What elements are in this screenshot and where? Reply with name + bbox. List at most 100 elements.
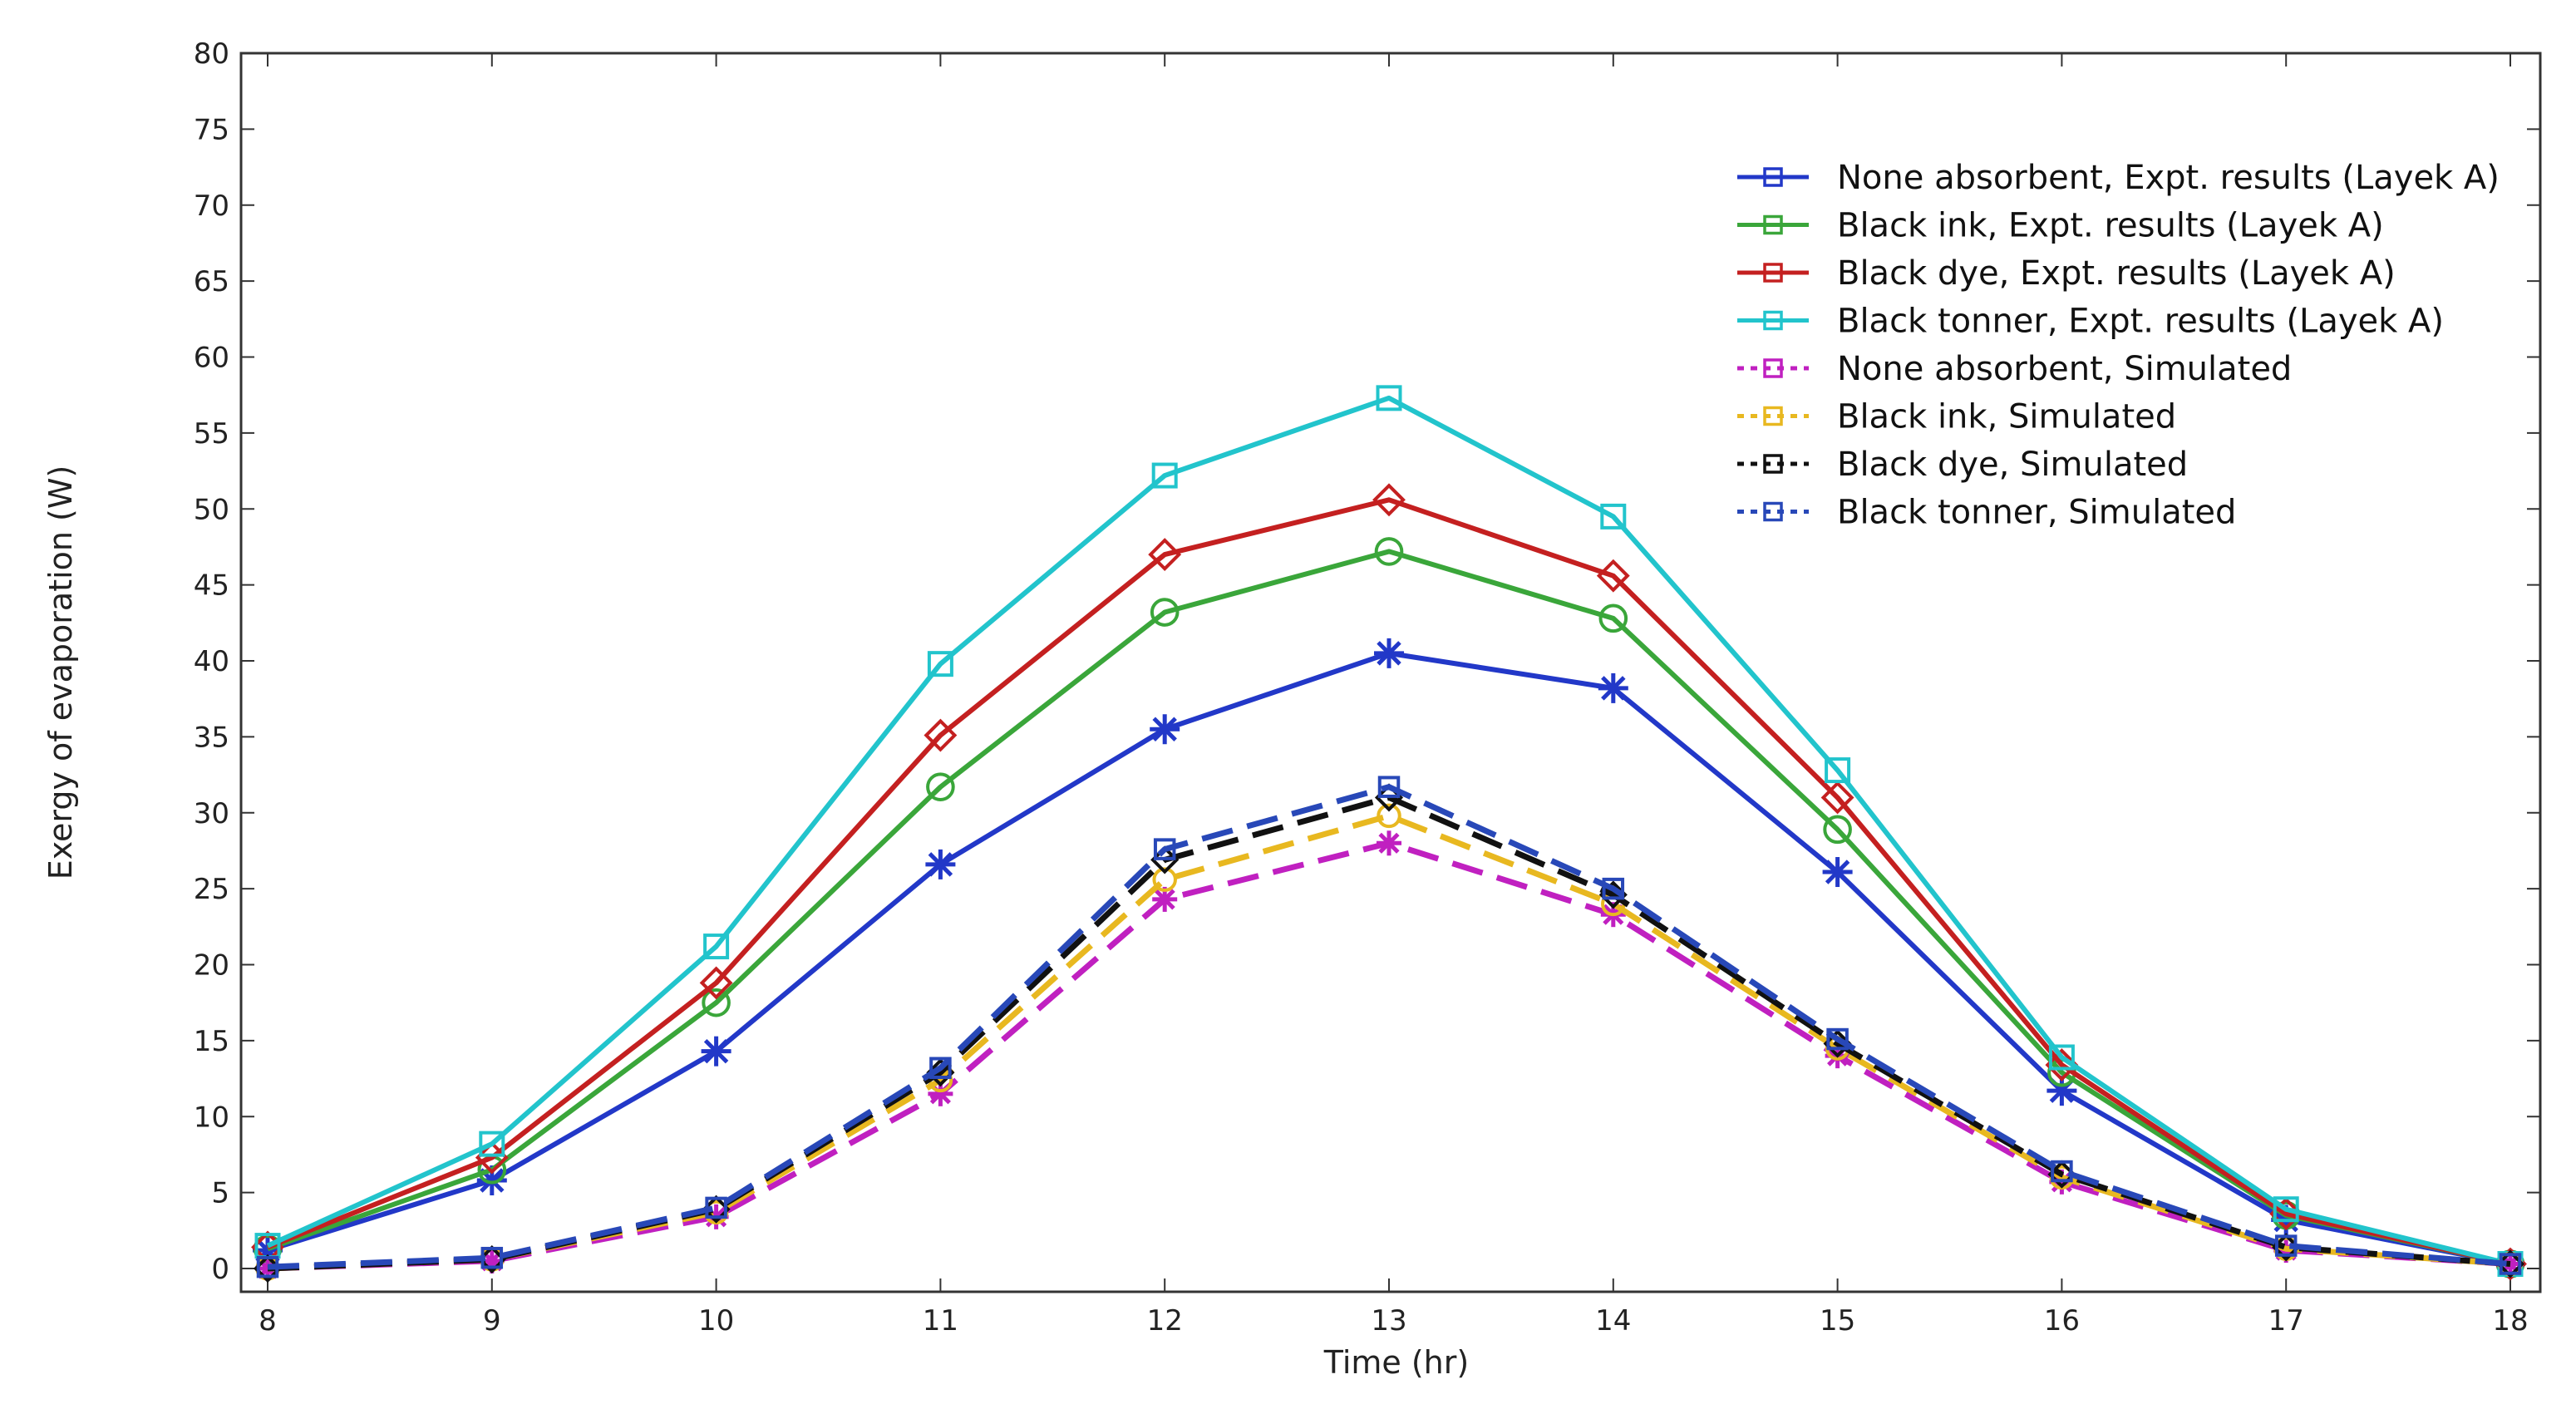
series-line xyxy=(266,395,2511,1267)
y-tick-label: 80 xyxy=(194,37,229,71)
series-line xyxy=(266,497,2511,1267)
data-point xyxy=(705,1196,727,1219)
data-point xyxy=(926,772,955,801)
y-axis-title: Exergy of evaporation (W) xyxy=(42,466,79,880)
data-point xyxy=(1372,483,1406,517)
series-line xyxy=(267,794,2511,1272)
y-tick-label: 5 xyxy=(211,1177,229,1210)
plot-frame xyxy=(239,52,2542,1293)
legend-marker xyxy=(1763,358,1783,378)
legend-marker xyxy=(1763,214,1783,235)
y-tick-label: 60 xyxy=(194,342,229,375)
series-7 xyxy=(253,783,2525,1283)
y-tick-label: 70 xyxy=(194,190,229,223)
legend-marker xyxy=(1763,501,1783,522)
data-point xyxy=(2045,1048,2079,1082)
data-point xyxy=(1151,462,1178,489)
data-point xyxy=(1598,603,1628,633)
data-point xyxy=(1150,598,1180,627)
legend-item: Black tonner, Expt. results (Layek A) xyxy=(1737,303,2444,341)
x-tick-label: 15 xyxy=(1820,1304,1855,1337)
legend-label: Black tonner, Expt. results (Layek A) xyxy=(1837,303,2444,341)
data-point xyxy=(1150,714,1180,745)
data-point xyxy=(1602,877,1625,900)
series-line xyxy=(267,840,2511,1272)
legend-item: Black ink, Expt. results (Layek A) xyxy=(1737,207,2384,245)
legend-marker xyxy=(1763,167,1783,187)
y-tick-label: 0 xyxy=(211,1253,229,1286)
series-4 xyxy=(254,385,2524,1278)
y-tick-label: 45 xyxy=(194,569,229,603)
data-point xyxy=(701,1036,731,1067)
y-tick-label: 10 xyxy=(194,1101,229,1134)
series-line xyxy=(267,549,2511,1267)
y-tick-label: 65 xyxy=(194,265,229,298)
x-tick-label: 10 xyxy=(698,1304,734,1337)
data-point xyxy=(2048,1044,2075,1071)
data-point xyxy=(699,966,733,1000)
data-point xyxy=(1826,1027,1849,1051)
data-point xyxy=(1148,538,1182,572)
y-tick-label: 30 xyxy=(194,797,229,830)
x-tick-label: 11 xyxy=(923,1304,958,1337)
legend-label: Black ink, Expt. results (Layek A) xyxy=(1837,207,2384,245)
legend-label: Black dye, Expt. results (Layek A) xyxy=(1837,254,2396,293)
data-point xyxy=(1825,757,1851,784)
x-tick-label: 12 xyxy=(1147,1304,1183,1337)
data-point xyxy=(256,1255,279,1278)
data-point xyxy=(2274,1234,2298,1257)
series-1 xyxy=(253,638,2525,1279)
series-line xyxy=(267,650,2511,1267)
data-point xyxy=(479,1131,505,1157)
y-tick-label: 50 xyxy=(194,493,229,526)
data-point xyxy=(1823,815,1852,845)
data-point xyxy=(1822,857,1853,888)
legend-marker xyxy=(1763,454,1783,474)
legend-label: None absorbent, Simulated xyxy=(1837,350,2292,388)
data-point xyxy=(925,849,956,879)
x-tick-label: 8 xyxy=(259,1304,277,1337)
legend-item: None absorbent, Simulated xyxy=(1737,350,2292,388)
data-point xyxy=(703,934,730,960)
data-point xyxy=(2273,1196,2299,1223)
data-point xyxy=(929,1057,952,1080)
y-tick-label: 20 xyxy=(194,949,229,983)
data-point xyxy=(480,1246,504,1269)
legend-label: None absorbent, Expt. results (Layek A) xyxy=(1837,159,2500,197)
legend-item: Black dye, Simulated xyxy=(1737,446,2188,484)
data-point xyxy=(1600,503,1627,530)
legend-label: Black ink, Simulated xyxy=(1837,398,2176,436)
data-point xyxy=(1153,838,1176,860)
x-tick-label: 9 xyxy=(483,1304,501,1337)
data-point xyxy=(1374,638,1404,668)
legend-label: Black dye, Simulated xyxy=(1837,446,2188,484)
data-point xyxy=(2499,1253,2522,1275)
legend-item: None absorbent, Expt. results (Layek A) xyxy=(1737,159,2500,197)
y-tick-label: 40 xyxy=(194,645,229,678)
x-tick-label: 17 xyxy=(2268,1304,2304,1337)
y-tick-label: 15 xyxy=(194,1025,229,1058)
data-point xyxy=(1152,867,1177,892)
legend: None absorbent, Expt. results (Layek A) B… xyxy=(1737,159,2500,532)
legend-marker xyxy=(1763,263,1783,283)
series-3 xyxy=(251,483,2527,1281)
y-axis: 0 5 10 15 20 25 30 35 40 45 50 55 60 65 70 75 80 xyxy=(194,37,2540,1286)
x-tick-label: 13 xyxy=(1371,1304,1406,1337)
x-tick-label: 14 xyxy=(1595,1304,1631,1337)
y-tick-label: 75 xyxy=(194,113,229,146)
x-tick-label: 18 xyxy=(2492,1304,2528,1337)
y-tick-label: 55 xyxy=(194,417,229,451)
legend-item: Black dye, Expt. results (Layek A) xyxy=(1737,254,2396,293)
data-point xyxy=(702,988,731,1017)
data-point xyxy=(2051,1160,2073,1183)
data-point xyxy=(1152,886,1178,912)
legend-marker xyxy=(1763,406,1783,426)
data-point xyxy=(1377,803,1401,829)
data-point xyxy=(1820,781,1854,815)
data-point xyxy=(1377,830,1401,856)
data-point xyxy=(475,1140,509,1175)
data-point xyxy=(924,718,958,752)
y-tick-label: 25 xyxy=(194,873,229,906)
legend-marker xyxy=(1763,310,1783,331)
